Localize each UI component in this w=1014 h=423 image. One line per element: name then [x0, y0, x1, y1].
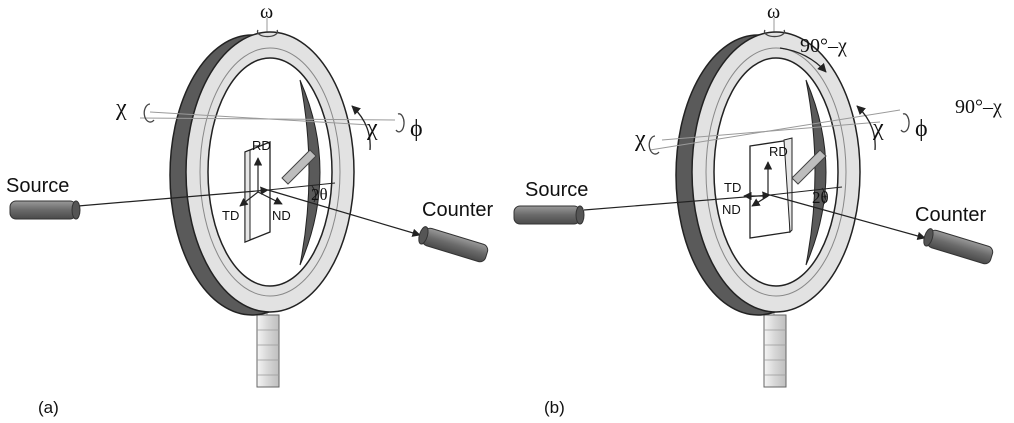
ninety-minus-chi-top-label-b: 90°–χ	[800, 35, 847, 57]
incident-beam-b	[583, 191, 771, 211]
panel-a: ω χ χ ϕ Source Counter RD TD ND 2θ (a)	[6, 1, 493, 417]
source-tube-a	[9, 200, 81, 220]
chi-label-left-b: χ	[634, 126, 646, 152]
chi-rotation-icon-left-a	[143, 103, 155, 123]
omega-rotation-icon-b	[763, 29, 786, 38]
incident-beam-a	[77, 186, 269, 207]
counter-label-a: Counter	[422, 199, 493, 221]
counter-label-b: Counter	[915, 204, 986, 226]
nd-axis-b	[751, 195, 769, 207]
diffracted-beam-b	[769, 194, 926, 241]
phi-axis-b	[649, 109, 901, 151]
phi-rotation-icon-b	[900, 113, 910, 133]
rd-label-a: RD	[252, 138, 271, 153]
two-theta-label-a: 2θ	[311, 185, 328, 204]
omega-rotation-icon-a	[256, 29, 279, 38]
nd-label-b: ND	[722, 202, 741, 217]
panel-caption-b: (b)	[544, 398, 565, 417]
chi-arc-arrow-a	[351, 105, 371, 151]
omega-label-a: ω	[260, 1, 273, 23]
phi-label-a: ϕ	[410, 116, 423, 142]
phi-label-b: ϕ	[915, 116, 928, 142]
omega-label-b: ω	[767, 1, 780, 23]
td-axis-a	[239, 191, 259, 207]
panel-b: ω 90°–χ 90°–χ χ χ ϕ Source Counter RD TD…	[513, 1, 1002, 417]
source-label-b: Source	[525, 179, 588, 201]
chi-label-right-b: χ	[872, 115, 884, 141]
counter-tube-b	[923, 228, 994, 265]
phi-rotation-icon-a	[395, 113, 405, 133]
chi-arc-arrow-b	[856, 105, 876, 151]
ninety-minus-chi-side-label-b: 90°–χ	[955, 96, 1002, 118]
support-post-a	[256, 314, 280, 388]
counter-tube-a	[418, 226, 489, 263]
nd-label-a: ND	[272, 208, 291, 223]
td-label-a: TD	[222, 208, 239, 223]
panel-caption-a: (a)	[38, 398, 59, 417]
chi-label-right-a: χ	[366, 115, 378, 141]
chi-rotation-icon-left-b	[648, 135, 660, 155]
source-label-a: Source	[6, 175, 69, 197]
nd-axis-a	[257, 191, 283, 205]
chi-label-left-a: χ	[115, 95, 127, 121]
diffracted-beam-a	[267, 189, 421, 237]
td-label-b: TD	[724, 180, 741, 195]
two-theta-label-b: 2θ	[812, 188, 829, 207]
rd-label-b: RD	[769, 144, 788, 159]
source-tube-b	[513, 205, 585, 225]
ninety-minus-chi-arc-b	[779, 47, 827, 73]
support-post-b	[763, 314, 787, 388]
